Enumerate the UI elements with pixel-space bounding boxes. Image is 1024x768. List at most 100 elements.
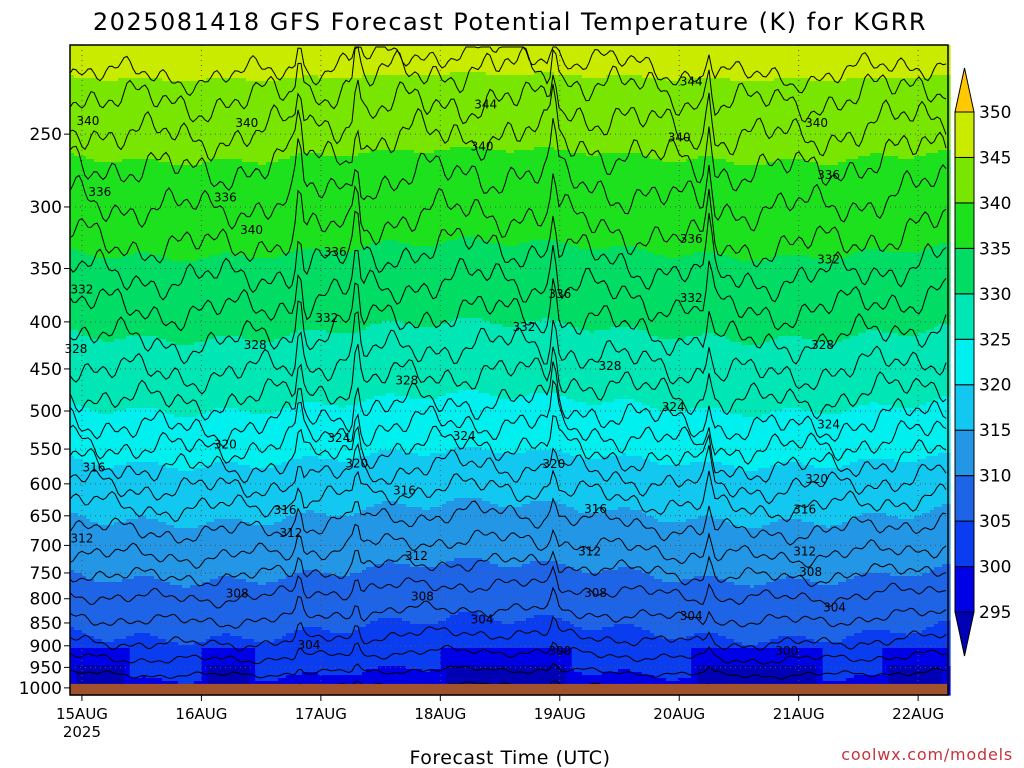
colorbar-box bbox=[954, 202, 975, 249]
contour-310 bbox=[69, 549, 947, 588]
contour-label: 328 bbox=[65, 342, 88, 356]
y-tick-label: 850 bbox=[30, 614, 62, 634]
contour-300 bbox=[69, 662, 947, 680]
contour-314 bbox=[69, 497, 947, 546]
plot-frame bbox=[69, 44, 949, 696]
contour-label: 312 bbox=[578, 545, 601, 559]
contour-322 bbox=[69, 379, 947, 465]
contour-label: 320 bbox=[542, 457, 565, 471]
y-tick-label: 650 bbox=[30, 507, 62, 527]
colorbar-box bbox=[954, 520, 975, 568]
contour-label: 336 bbox=[88, 185, 111, 199]
x-tick-label: 16AUG bbox=[175, 705, 227, 723]
contour-label: 308 bbox=[411, 590, 434, 604]
contour-label: 312 bbox=[793, 545, 816, 559]
contour-label: 340 bbox=[235, 116, 258, 130]
contour-label: 344 bbox=[680, 74, 703, 88]
contour-label: 336 bbox=[548, 287, 571, 301]
contour-label: 332 bbox=[70, 283, 93, 297]
contour-label: 312 bbox=[405, 549, 428, 563]
contour-302 bbox=[69, 641, 947, 665]
y-tick-label: 400 bbox=[30, 313, 62, 333]
contour-label: 336 bbox=[680, 232, 703, 246]
contour-306 bbox=[69, 586, 947, 629]
contour-332 bbox=[69, 245, 947, 332]
chart-title: 2025081418 GFS Forecast Potential Temper… bbox=[93, 8, 927, 36]
x-tick-label: 17AUG bbox=[295, 705, 347, 723]
contour-label: 316 bbox=[393, 483, 416, 497]
contour-label: 328 bbox=[811, 338, 834, 352]
contour-label: 320 bbox=[214, 438, 237, 452]
contour-label: 340 bbox=[471, 140, 494, 154]
y-tick-label: 500 bbox=[30, 402, 62, 422]
contour-330 bbox=[69, 278, 947, 365]
contour-316 bbox=[69, 469, 947, 523]
credit-text: coolwx.com/models bbox=[841, 745, 1013, 764]
y-tick-label: 1000 bbox=[19, 679, 62, 699]
contour-label: 332 bbox=[512, 320, 535, 334]
colorbar-box bbox=[954, 111, 975, 158]
contour-label: 332 bbox=[315, 311, 338, 325]
contour-label: 324 bbox=[453, 429, 476, 443]
x-axis-label: Forecast Time (UTC) bbox=[410, 747, 611, 768]
contour-label: 336 bbox=[324, 245, 347, 259]
colorbar-label: 305 bbox=[979, 512, 1011, 532]
colorbar-top-arrow bbox=[954, 67, 975, 113]
y-tick-label: 900 bbox=[30, 637, 62, 657]
contour-label: 316 bbox=[274, 503, 297, 517]
contour-324 bbox=[69, 361, 947, 448]
contour-342 bbox=[69, 74, 947, 162]
contour-label: 312 bbox=[280, 526, 303, 540]
contour-label: 320 bbox=[805, 472, 828, 486]
x-tick-label: 20AUG bbox=[653, 705, 705, 723]
colorbar-box bbox=[954, 338, 975, 386]
contour-label: 340 bbox=[668, 130, 691, 144]
y-tick-label: 300 bbox=[30, 198, 62, 218]
contour-label: 332 bbox=[817, 252, 840, 266]
plot-area: 340 340 344 340 340 344 340 336 336 336 340 336 336 3… bbox=[65, 44, 951, 696]
colorbar-box bbox=[954, 156, 975, 204]
contour-336 bbox=[69, 173, 947, 268]
contour-label: 304 bbox=[297, 638, 320, 652]
contour-334 bbox=[69, 210, 947, 303]
y-axis: 250 300 350 400 450 500 550 600 650 700 750 800 850 9… bbox=[19, 125, 70, 699]
colorbar-box bbox=[954, 475, 975, 522]
x-tick-year: 2025 bbox=[63, 723, 101, 741]
colorbar-box bbox=[954, 384, 975, 431]
y-tick-label: 450 bbox=[30, 360, 62, 380]
contour-312 bbox=[69, 523, 947, 569]
contour-328 bbox=[69, 311, 947, 395]
contour-label: 316 bbox=[82, 461, 105, 475]
contour-346 bbox=[69, 46, 947, 97]
contour-label: 320 bbox=[345, 456, 368, 470]
colorbar-label: 295 bbox=[979, 603, 1011, 623]
contour-label: 336 bbox=[817, 168, 840, 182]
colorbar-box bbox=[954, 247, 975, 295]
y-tick-label: 550 bbox=[30, 440, 62, 460]
contour-326 bbox=[69, 344, 947, 421]
contour-labels: 340 340 344 340 340 344 340 336 336 336 340 336 336 3… bbox=[65, 74, 846, 658]
y-tick-label: 950 bbox=[30, 658, 62, 678]
contour-label: 316 bbox=[584, 502, 607, 516]
contour-label: 340 bbox=[240, 223, 263, 237]
contour-label: 324 bbox=[327, 431, 350, 445]
contour-label: 328 bbox=[598, 359, 621, 373]
y-tick-label: 700 bbox=[30, 536, 62, 556]
y-tick-label: 250 bbox=[30, 125, 62, 145]
colorbar-label: 300 bbox=[979, 558, 1011, 578]
colorbar-bottom-arrow bbox=[954, 611, 975, 657]
contour-338 bbox=[69, 118, 947, 232]
colorbar-label: 315 bbox=[979, 421, 1011, 441]
x-tick-label: 19AUG bbox=[534, 705, 586, 723]
contour-label: 304 bbox=[680, 609, 703, 623]
colorbar-box bbox=[954, 566, 975, 613]
colorbar-label: 310 bbox=[979, 467, 1011, 487]
colorbar: 295 300 305 310 315 320 325 330 335 340 345 350 bbox=[954, 67, 1011, 657]
colorbar-label: 330 bbox=[979, 285, 1011, 305]
contour-label: 300 bbox=[775, 644, 798, 658]
contour-label: 344 bbox=[474, 97, 497, 111]
contour-label: 332 bbox=[680, 291, 703, 305]
contour-label: 340 bbox=[805, 116, 828, 130]
contour-340 bbox=[69, 83, 947, 192]
